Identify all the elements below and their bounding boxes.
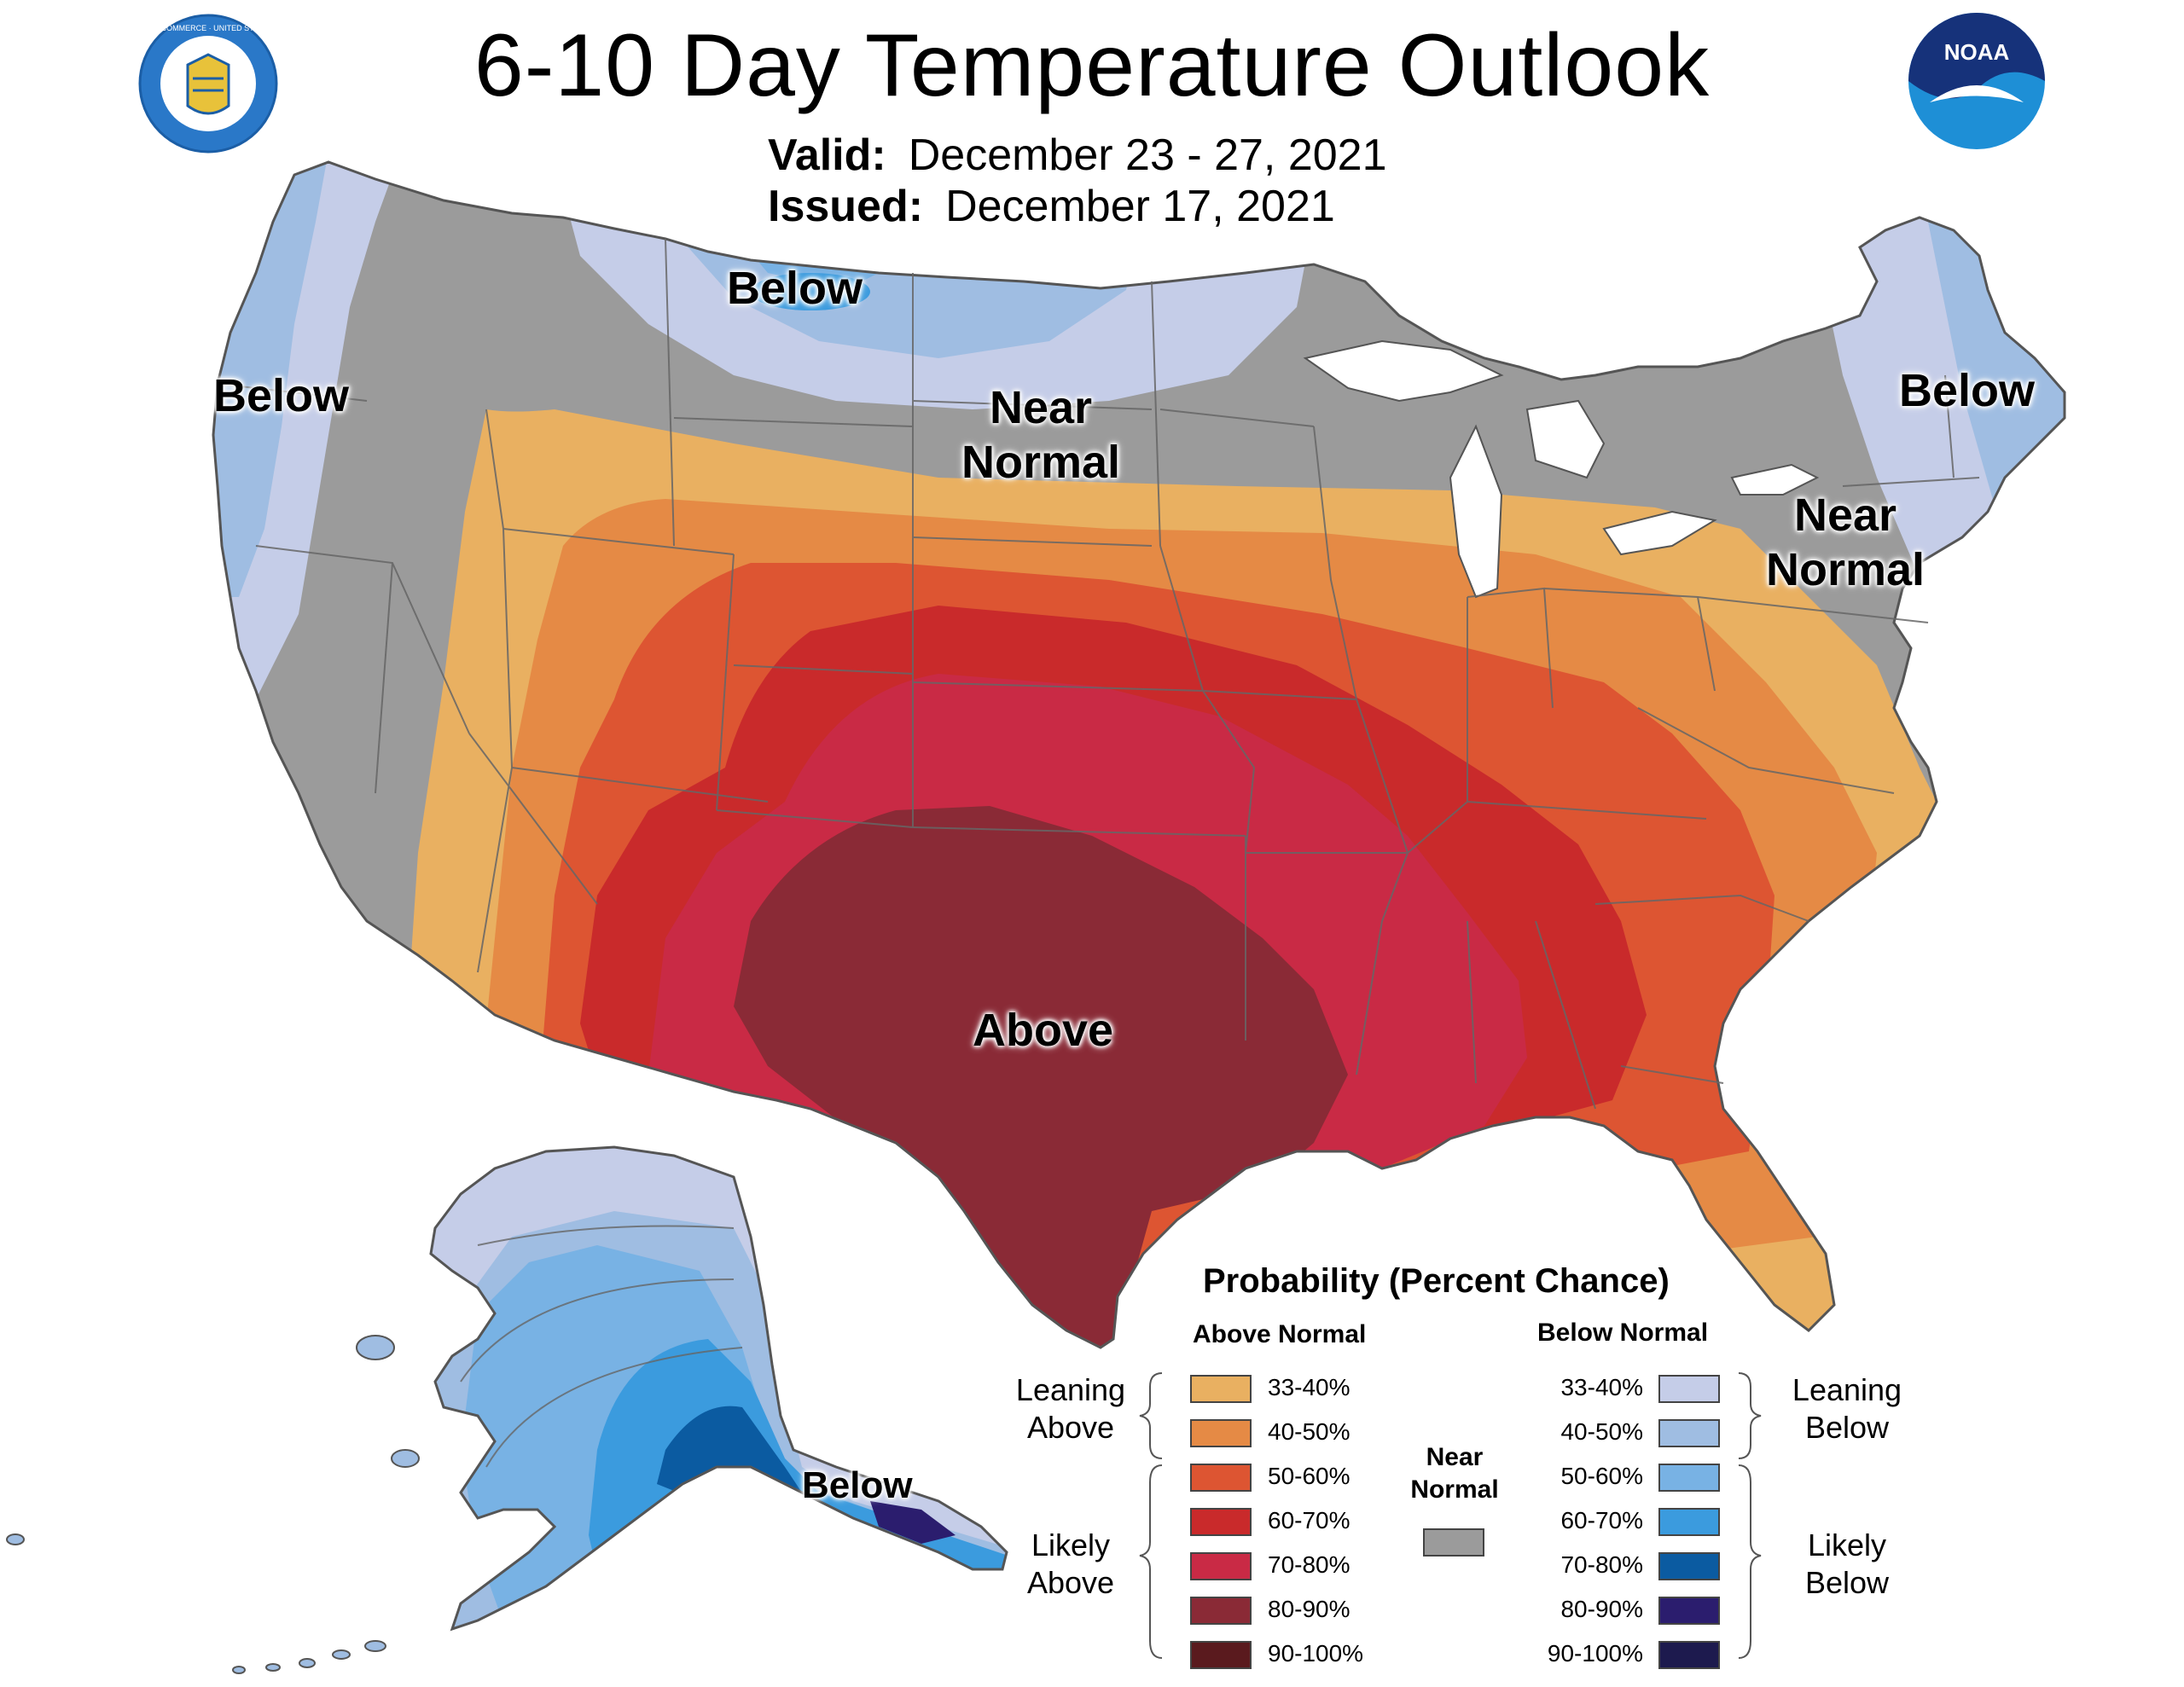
legend-leaning-above-line2: Above — [1026, 1410, 1115, 1445]
legend-above-range-5: 80-90% — [1268, 1596, 1350, 1622]
legend-likely-above-line2: Above — [1026, 1565, 1115, 1600]
label-southern-plains: Above — [973, 1005, 1114, 1056]
noaa-text: NOAA — [1944, 39, 2010, 65]
label-northeast-near-normal: Near Normal — [1756, 488, 1935, 597]
label-northeast: Below — [1899, 365, 2036, 416]
legend-below-range-0: 33-40% — [1560, 1374, 1643, 1400]
legend-below-range-1: 40-50% — [1560, 1418, 1643, 1445]
legend-below-range-3: 60-70% — [1560, 1507, 1643, 1533]
legend-above-range-4: 70-80% — [1268, 1551, 1350, 1578]
label-central-near-line2: Normal — [961, 437, 1121, 488]
legend-below-range-4: 70-80% — [1560, 1551, 1643, 1578]
issued-label: Issued: — [768, 182, 924, 231]
legend-likely-below-line2: Below — [1804, 1565, 1890, 1600]
legend-likely-below: Likely Below — [1783, 1527, 1911, 1602]
label-northeast-near-line2: Normal — [1765, 544, 1926, 595]
valid-value: December 23 - 27, 2021 — [908, 130, 1387, 180]
legend-above-swatch-4 — [1190, 1552, 1252, 1580]
legend-leaning-below-line1: Leaning — [1792, 1372, 1902, 1407]
label-north-plains: Below — [727, 263, 863, 314]
issued-row: Issued: December 17, 2021 — [768, 181, 1335, 232]
legend-near-line1: Near — [1426, 1443, 1484, 1471]
valid-label: Valid: — [768, 130, 886, 180]
legend-likely-below-line1: Likely — [1807, 1528, 1887, 1562]
legend-below-swatch-6 — [1658, 1641, 1720, 1669]
legend-above-swatch-0 — [1190, 1375, 1252, 1403]
legend-below-brackets — [1738, 1372, 1762, 1659]
label-west-coast: Below — [213, 370, 350, 421]
legend-near-normal-swatch — [1423, 1528, 1484, 1557]
legend-title: Probability (Percent Chance) — [1203, 1262, 1670, 1300]
legend-below-range-5: 80-90% — [1560, 1596, 1643, 1622]
label-alaska: Below — [802, 1464, 913, 1506]
legend-above-range-0: 33-40% — [1268, 1374, 1350, 1400]
label-central-near-line1: Near — [989, 382, 1093, 433]
legend-leaning-below-line2: Below — [1804, 1410, 1890, 1445]
label-northeast-near-line1: Near — [1793, 490, 1897, 541]
label-central-near-normal: Near Normal — [951, 380, 1130, 490]
legend-above-range-3: 60-70% — [1268, 1507, 1350, 1533]
legend-below-header: Below Normal — [1537, 1319, 1709, 1347]
legend-above-swatch-5 — [1190, 1597, 1252, 1625]
legend-above-swatch-3 — [1190, 1508, 1252, 1536]
legend-near-line2: Normal — [1410, 1475, 1499, 1504]
legend-above-swatch-2 — [1190, 1464, 1252, 1492]
legend-above-brackets — [1139, 1372, 1163, 1659]
legend-above-range-1: 40-50% — [1268, 1418, 1350, 1445]
noaa-logo: NOAA — [1908, 13, 2045, 149]
legend-leaning-above: Leaning Above — [1007, 1371, 1135, 1446]
commerce-seal-logo: DEPARTMENT OF COMMERCE · UNITED STATES O… — [136, 14, 280, 154]
legend-below-swatch-2 — [1658, 1464, 1720, 1492]
valid-row: Valid: December 23 - 27, 2021 — [768, 130, 1387, 181]
legend-likely-above-line1: Likely — [1031, 1528, 1111, 1562]
legend-above-swatch-1 — [1190, 1419, 1252, 1447]
legend-near-normal: Near Normal — [1408, 1441, 1502, 1506]
legend-below-range-6: 90-100% — [1547, 1640, 1643, 1667]
legend-leaning-below: Leaning Below — [1783, 1371, 1911, 1446]
page-title: 6-10 Day Temperature Outlook — [473, 16, 1711, 115]
legend-above-header: Above Normal — [1193, 1320, 1367, 1348]
legend-below-swatch-3 — [1658, 1508, 1720, 1536]
legend-above-range-2: 50-60% — [1268, 1463, 1350, 1489]
seal-text: DEPARTMENT OF COMMERCE · UNITED STATES O… — [136, 24, 280, 32]
legend-above-range-6: 90-100% — [1268, 1640, 1364, 1667]
legend-below-swatch-4 — [1658, 1552, 1720, 1580]
legend-below-swatch-5 — [1658, 1597, 1720, 1625]
legend-likely-above: Likely Above — [1007, 1527, 1135, 1602]
legend-below-range-2: 50-60% — [1560, 1463, 1643, 1489]
legend-above-swatch-6 — [1190, 1641, 1252, 1669]
legend-below-swatch-1 — [1658, 1419, 1720, 1447]
legend-leaning-above-line1: Leaning — [1015, 1372, 1126, 1407]
legend-below-swatch-0 — [1658, 1375, 1720, 1403]
issued-value: December 17, 2021 — [945, 182, 1335, 231]
